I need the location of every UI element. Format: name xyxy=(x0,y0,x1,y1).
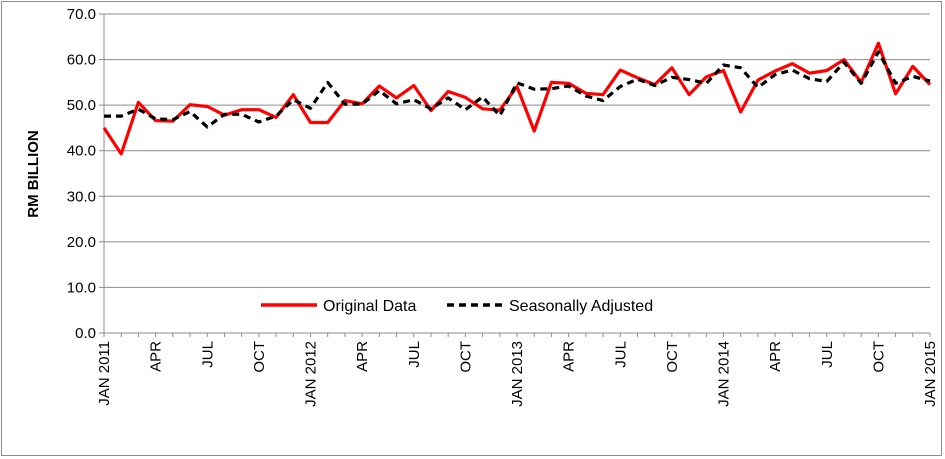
y-tick-label: 20.0 xyxy=(67,234,96,251)
x-tick-label: JAN 2015 xyxy=(922,341,939,407)
x-tick-label: JAN 2011 xyxy=(96,341,113,406)
series-lines xyxy=(102,41,932,156)
y-tick-label: 30.0 xyxy=(67,188,96,205)
x-axis-tick-labels: JAN 2011 APR JUL OCT JAN 2012 APR JUL OCT JAN 20… xyxy=(96,341,939,407)
y-axis-title: RM BILLION xyxy=(25,130,42,218)
gridlines xyxy=(99,13,930,334)
x-tick-label: OCT xyxy=(870,341,887,373)
legend-label-seasonal: Seasonally Adjusted xyxy=(509,298,653,315)
x-tick-label: JUL xyxy=(199,341,216,368)
y-tick-label: 70.0 xyxy=(67,6,96,23)
y-tick-label: 40.0 xyxy=(67,143,96,160)
y-tick-label: 50.0 xyxy=(67,97,96,114)
x-tick-label: JAN 2014 xyxy=(716,341,733,407)
x-tick-label: OCT xyxy=(457,341,474,373)
series-line-original-data xyxy=(102,41,932,156)
y-tick-label: 60.0 xyxy=(67,52,96,69)
x-tick-label: JUL xyxy=(612,341,629,368)
y-axis-tick-labels: 0.0 10.0 20.0 30.0 40.0 50.0 60.0 70.0 xyxy=(67,6,96,342)
x-tick-label: JAN 2013 xyxy=(509,341,526,407)
plot-area xyxy=(103,14,931,337)
legend: Original Data Seasonally Adjusted xyxy=(261,298,653,315)
y-tick-label: 0.0 xyxy=(75,325,96,342)
x-tick-label: APR xyxy=(354,341,371,372)
x-tick-label: JAN 2012 xyxy=(303,341,320,407)
x-tick-label: JUL xyxy=(406,341,423,368)
x-tick-label: OCT xyxy=(664,341,681,373)
x-tick-label: APR xyxy=(561,341,578,372)
x-tick-label: APR xyxy=(767,341,784,372)
x-tick-label: OCT xyxy=(251,341,268,373)
y-tick-label: 10.0 xyxy=(67,279,96,296)
x-tick-label: APR xyxy=(148,341,165,372)
legend-label-original: Original Data xyxy=(323,298,416,315)
x-tick-label: JUL xyxy=(819,341,836,368)
